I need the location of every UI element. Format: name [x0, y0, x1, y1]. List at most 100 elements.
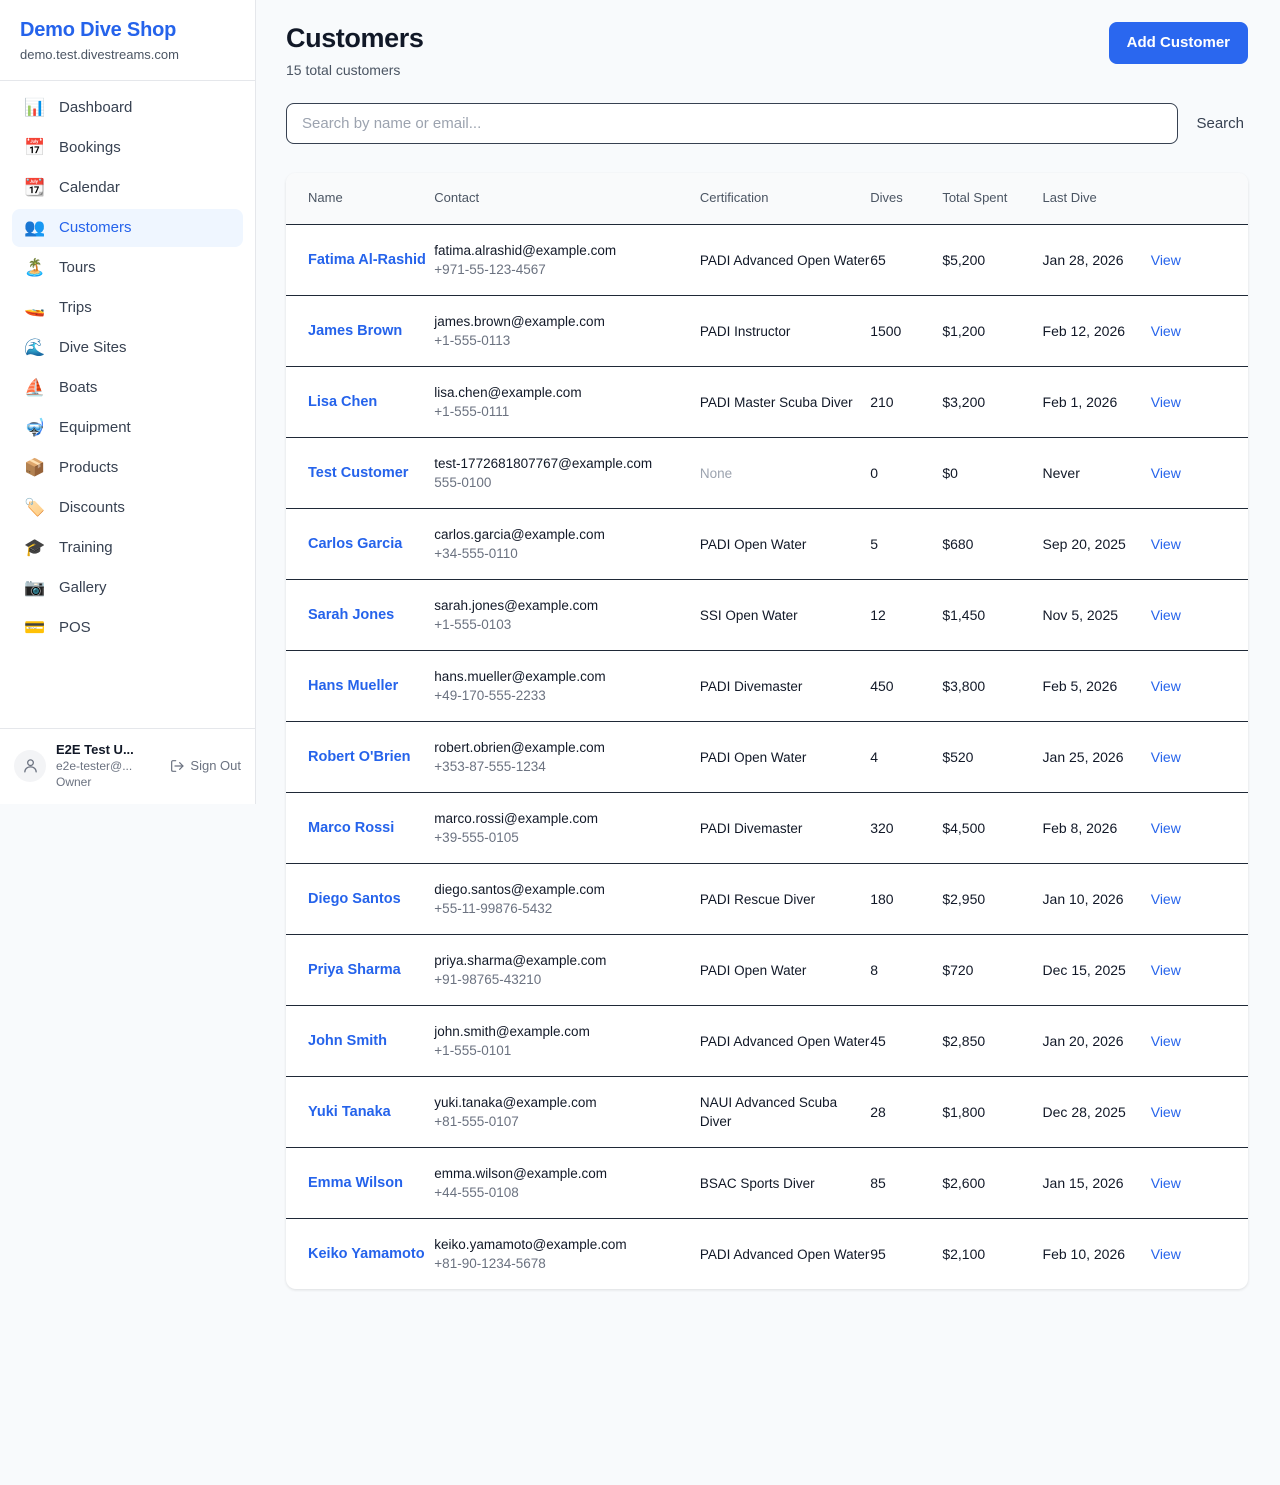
search-button[interactable]: Search: [1192, 115, 1248, 132]
view-customer-link[interactable]: View: [1150, 961, 1181, 978]
view-customer-link[interactable]: View: [1150, 1103, 1181, 1120]
cell-last-dive: Feb 10, 2026: [1042, 1245, 1126, 1262]
customer-name-link[interactable]: Priya Sharma: [308, 962, 401, 978]
view-customer-link[interactable]: View: [1150, 890, 1181, 907]
sidebar-item-tours[interactable]: 🏝️ Tours: [12, 249, 243, 287]
customer-name-link[interactable]: John Smith: [308, 1033, 387, 1049]
view-customer-link[interactable]: View: [1150, 606, 1181, 623]
view-customer-link[interactable]: View: [1150, 251, 1181, 268]
sidebar-item-label: Products: [59, 459, 119, 476]
cell-dives: 8: [870, 934, 943, 1006]
cell-dives: 320: [870, 792, 943, 864]
calendar-icon: 📅: [24, 138, 46, 157]
cell-name: Yuki Tanaka: [286, 1076, 435, 1148]
customer-name-link[interactable]: Lisa Chen: [308, 394, 378, 410]
cell-actions: View: [1142, 224, 1248, 296]
user-name: E2E Test U...: [56, 742, 134, 757]
customer-name-link[interactable]: Robert O'Brien: [308, 749, 411, 765]
cell-contact: john.smith@example.com +1-555-0101: [434, 1005, 700, 1077]
cell-total-spent: $720: [942, 934, 1043, 1006]
view-customer-link[interactable]: View: [1150, 464, 1181, 481]
sidebar-item-discounts[interactable]: 🏷️ Discounts: [12, 489, 243, 527]
customer-name-link[interactable]: Yuki Tanaka: [308, 1104, 391, 1120]
view-customer-link[interactable]: View: [1150, 393, 1181, 410]
cell-name: Lisa Chen: [286, 366, 435, 438]
sidebar-item-dive-sites[interactable]: 🌊 Dive Sites: [12, 329, 243, 367]
cell-dives: 450: [870, 650, 943, 722]
cell-actions: View: [1142, 1005, 1248, 1077]
sidebar-item-customers[interactable]: 👥 Customers: [12, 209, 243, 247]
view-customer-link[interactable]: View: [1150, 1032, 1181, 1049]
cell-last-dive: Jan 28, 2026: [1042, 224, 1143, 296]
view-customer-link[interactable]: View: [1150, 1174, 1181, 1191]
cell-actions: View: [1142, 1076, 1248, 1148]
main-content: Customers 15 total customers Add Custome…: [256, 0, 1280, 1485]
sidebar-item-products[interactable]: 📦 Products: [12, 449, 243, 487]
view-customer-link[interactable]: View: [1150, 819, 1181, 836]
certification-value: PADI Advanced Open Water: [699, 252, 870, 268]
cell-actions: View: [1142, 508, 1248, 580]
cell-name: Keiko Yamamoto: [286, 1219, 434, 1290]
brand-domain: demo.test.divestreams.com: [20, 47, 179, 62]
customer-email: john.smith@example.com: [434, 1024, 590, 1039]
customer-name-link[interactable]: Hans Mueller: [308, 678, 399, 694]
search-input[interactable]: [286, 103, 1179, 144]
customer-name-link[interactable]: Carlos Garcia: [308, 536, 403, 552]
certification-value: PADI Advanced Open Water: [699, 1033, 870, 1049]
sidebar-user-box: E2E Test U... e2e-tester@... Owner Sign …: [0, 728, 255, 804]
customer-phone: +1-555-0103: [434, 617, 512, 632]
cell-dives: 210: [870, 366, 943, 438]
sidebar-item-gallery[interactable]: 📷 Gallery: [12, 569, 243, 607]
customer-name-link[interactable]: Emma Wilson: [308, 1175, 403, 1191]
view-customer-link[interactable]: View: [1150, 677, 1181, 694]
add-customer-button[interactable]: Add Customer: [1108, 22, 1248, 64]
cell-last-dive: Feb 5, 2026: [1042, 650, 1143, 722]
cell-certification: PADI Divemaster: [699, 792, 871, 864]
bar-chart-icon: 📊: [24, 98, 46, 117]
customer-name-link[interactable]: Test Customer: [308, 465, 409, 481]
cell-actions: View: [1142, 1147, 1248, 1219]
customer-email: emma.wilson@example.com: [434, 1166, 608, 1181]
sidebar-item-trips[interactable]: 🚤 Trips: [12, 289, 243, 327]
cell-contact: test-1772681807767@example.com 555-0100: [434, 437, 700, 509]
sidebar-item-dashboard[interactable]: 📊 Dashboard: [12, 89, 243, 127]
view-customer-link[interactable]: View: [1150, 1245, 1181, 1262]
cell-total-spent: $4,500: [942, 792, 1043, 864]
customer-name-link[interactable]: Fatima Al-Rashid: [308, 252, 426, 268]
sidebar-item-bookings[interactable]: 📅 Bookings: [12, 129, 243, 167]
customer-name-link[interactable]: Sarah Jones: [308, 607, 395, 623]
customer-name-link[interactable]: Diego Santos: [308, 891, 401, 907]
cell-total-spent: $2,950: [942, 863, 1043, 935]
tag-icon: 🏷️: [24, 498, 46, 517]
cell-dives: 95: [870, 1245, 886, 1262]
sidebar-nav: 📊 Dashboard 📅 Bookings 📆 Calendar 👥 Customers 🏝️…: [0, 81, 255, 728]
sidebar-item-boats[interactable]: ⛵ Boats: [12, 369, 243, 407]
customer-phone: +1-555-0101: [434, 1043, 512, 1058]
cell-certification: PADI Open Water: [699, 721, 871, 793]
customer-name-link[interactable]: Marco Rossi: [308, 820, 395, 836]
sidebar-item-equipment[interactable]: 🤿 Equipment: [12, 409, 243, 447]
package-icon: 📦: [24, 458, 46, 477]
sidebar-item-calendar[interactable]: 📆 Calendar: [12, 169, 243, 207]
view-customer-link[interactable]: View: [1150, 322, 1181, 339]
sidebar-item-training[interactable]: 🎓 Training: [12, 529, 243, 567]
cell-last-dive: Feb 1, 2026: [1042, 366, 1143, 438]
column-header-actions: [1142, 173, 1248, 225]
sidebar-item-label: Calendar: [59, 179, 120, 196]
view-customer-link[interactable]: View: [1150, 535, 1181, 552]
cell-total-spent: $1,450: [942, 579, 1043, 651]
table-row: Lisa Chen lisa.chen@example.com +1-555-011…: [286, 366, 1248, 438]
user-email: e2e-tester@...: [56, 759, 133, 773]
sidebar-item-pos[interactable]: 💳 POS: [12, 609, 243, 647]
customer-name-link[interactable]: Keiko Yamamoto: [308, 1246, 425, 1262]
customer-email: keiko.yamamoto@example.com: [434, 1237, 627, 1252]
cell-actions: View: [1143, 1219, 1248, 1290]
table-row: Keiko Yamamoto keiko.yamamoto@example.com…: [286, 1219, 1248, 1290]
wave-icon: 🌊: [24, 338, 46, 357]
customer-phone: +971-55-123-4567: [434, 262, 546, 277]
sign-out-button[interactable]: Sign Out: [169, 758, 241, 774]
cell-name: Priya Sharma: [286, 934, 435, 1006]
view-customer-link[interactable]: View: [1150, 748, 1181, 765]
customer-name-link[interactable]: James Brown: [308, 323, 403, 339]
